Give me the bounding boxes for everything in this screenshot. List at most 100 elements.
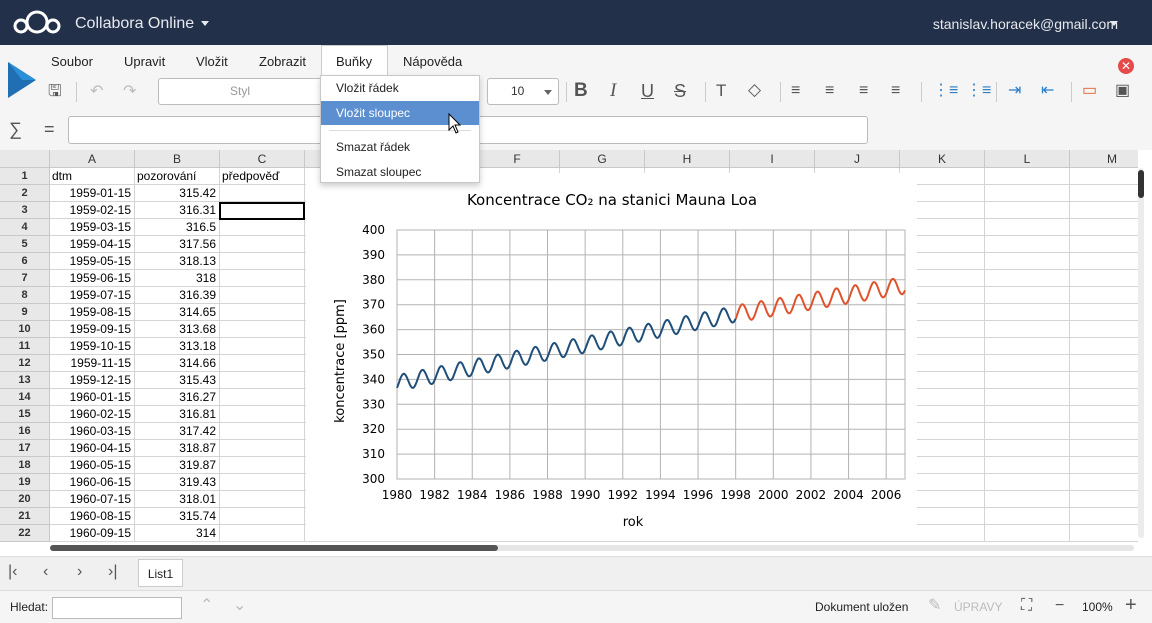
row-header[interactable]: 3 [0,202,50,219]
cell-date[interactable]: 1959-07-15 [69,288,131,302]
menu-upravit[interactable]: Upravit [124,54,166,69]
bullet-list-icon[interactable]: ⋮≡ [933,82,959,99]
align-right-icon[interactable]: ≡ [859,82,869,99]
search-up-icon[interactable]: ⌃ [200,597,214,614]
cell-header-pozorovani[interactable]: pozorování [137,169,197,183]
cell-date[interactable]: 1959-11-15 [70,356,132,370]
outdent-icon[interactable]: ⇤ [1041,82,1055,99]
menu-soubor[interactable]: Soubor [51,54,93,69]
sidebar-toggle-icon[interactable] [8,62,36,98]
cell-value[interactable]: 316.39 [179,288,216,302]
search-input[interactable] [52,597,182,619]
cell-value[interactable]: 318.13 [179,254,216,268]
row-header[interactable]: 22 [0,525,50,542]
cell-value[interactable]: 314.66 [179,356,216,370]
search-down-icon[interactable]: ⌄ [233,597,247,614]
row-header[interactable]: 20 [0,491,50,508]
cell-date[interactable]: 1959-01-15 [69,186,131,200]
cell-date[interactable]: 1960-07-15 [69,492,131,506]
column-header[interactable]: K [900,150,985,168]
cell-date[interactable]: 1960-03-15 [69,424,131,438]
align-justify-icon[interactable]: ≡ [891,82,901,99]
row-header[interactable]: 2 [0,185,50,202]
column-header[interactable]: A [50,150,135,168]
cell-value[interactable]: 317.56 [179,237,216,251]
bold-icon[interactable]: B [574,80,588,101]
column-header[interactable]: L [985,150,1070,168]
menu-vlozit[interactable]: Vložit [196,54,228,69]
row-header[interactable]: 15 [0,406,50,423]
row-header[interactable]: 19 [0,474,50,491]
numbered-list-icon[interactable]: ⋮≡ [966,82,992,99]
cell-value[interactable]: 317.42 [179,424,216,438]
row-header[interactable]: 6 [0,253,50,270]
app-title[interactable]: Collabora Online [75,15,195,32]
column-header[interactable]: H [645,150,730,168]
column-header[interactable]: C [220,150,305,168]
cell-value[interactable]: 314.65 [179,305,216,319]
cell-value[interactable]: 316.5 [185,220,216,234]
menu-bunky-active[interactable] [321,45,388,76]
zoom-out-icon[interactable]: − [1055,597,1065,614]
cell-header-predpoved[interactable]: předpověď [222,169,280,183]
zoom-in-icon[interactable]: + [1125,594,1137,616]
cell-value[interactable]: 314 [195,526,216,540]
row-header[interactable]: 8 [0,287,50,304]
menu-bunky[interactable]: Buňky [336,54,373,69]
cell-value[interactable]: 316.27 [179,390,216,404]
co2-chart[interactable]: Koncentrace CO₂ na stanici Mauna Loa 198… [306,173,917,541]
cell-date[interactable]: 1959-12-15 [69,373,131,387]
column-header[interactable]: J [815,150,900,168]
cell-value[interactable]: 318.87 [179,441,216,455]
cell-date[interactable]: 1959-09-15 [69,322,131,336]
row-header[interactable]: 11 [0,338,50,355]
corner-cell[interactable] [0,150,50,168]
cell-date[interactable]: 1960-06-15 [69,475,131,489]
italic-icon[interactable]: I [610,80,617,101]
column-header[interactable]: G [560,150,645,168]
cell-value[interactable]: 315.74 [179,509,216,523]
cell-date[interactable]: 1959-10-15 [69,339,131,353]
image-icon[interactable]: ▣ [1115,82,1131,99]
column-header[interactable]: I [730,150,815,168]
cell-value[interactable]: 316.81 [179,407,216,421]
chevron-down-icon[interactable] [201,21,209,26]
menu-delete-row[interactable]: Smazat řádek [336,140,411,154]
sum-icon[interactable]: ∑ [9,119,22,139]
cell-value[interactable]: 315.43 [179,373,216,387]
next-sheet-icon[interactable]: › [77,563,83,580]
last-sheet-icon[interactable]: ›| [108,563,118,580]
row-header[interactable]: 5 [0,236,50,253]
cell-date[interactable]: 1959-06-15 [69,271,131,285]
align-center-icon[interactable]: ≡ [825,82,835,99]
user-chevron-icon[interactable] [1110,21,1118,26]
edit-mode-label[interactable]: ÚPRAVY [954,600,1003,614]
highlight-color-icon[interactable]: ◇ [748,80,762,99]
fullscreen-icon[interactable]: ⛶ [1021,597,1033,614]
cell-date[interactable]: 1960-09-15 [69,526,131,540]
row-header[interactable]: 1 [0,168,50,185]
horizontal-scrollbar[interactable] [50,545,1134,551]
selected-cell-c3[interactable] [219,202,305,220]
row-header[interactable]: 4 [0,219,50,236]
row-header[interactable]: 9 [0,304,50,321]
cell-value[interactable]: 313.18 [179,339,216,353]
strikethrough-icon[interactable]: S [674,81,687,101]
font-size-select[interactable]: 10 [487,78,559,105]
undo-icon[interactable]: ↶ [90,83,104,100]
row-header[interactable]: 7 [0,270,50,287]
first-sheet-icon[interactable]: |‹ [8,563,18,580]
cell-date[interactable]: 1959-03-15 [69,220,131,234]
cell-date[interactable]: 1959-08-15 [69,305,131,319]
row-header[interactable]: 21 [0,508,50,525]
comment-icon[interactable]: ▭ [1082,82,1098,99]
menu-delete-column[interactable]: Smazat sloupec [336,165,422,179]
row-header[interactable]: 16 [0,423,50,440]
sheet-tab-list1[interactable]: List1 [138,559,183,587]
indent-icon[interactable]: ⇥ [1008,82,1022,99]
horizontal-scroll-thumb[interactable] [50,545,498,551]
cell-date[interactable]: 1960-04-15 [69,441,131,455]
cell-header-dtm[interactable]: dtm [52,169,73,183]
vertical-scrollbar[interactable] [1138,168,1144,538]
cell-date[interactable]: 1959-02-15 [69,203,131,217]
